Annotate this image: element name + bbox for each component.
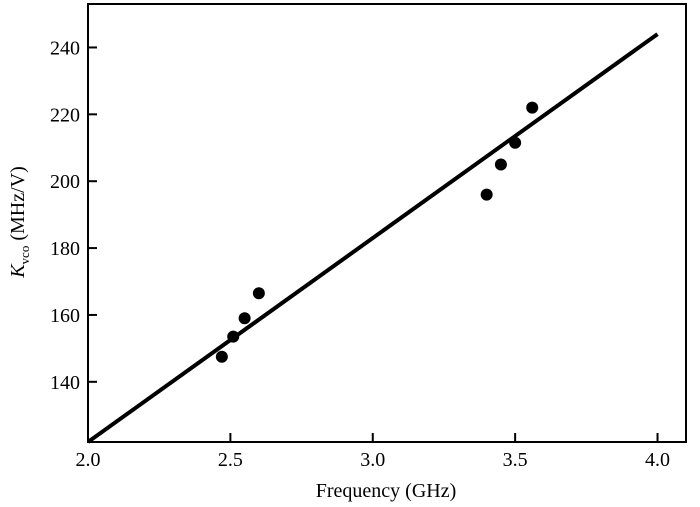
y-tick-label: 140 (50, 372, 80, 394)
x-tick-label: 2.5 (218, 449, 243, 471)
y-tick-label: 160 (50, 305, 80, 327)
fit-line-layer (86, 32, 659, 444)
data-point (215, 350, 228, 363)
ticks-layer: 2.0 2.5 3.0 3.5 4.0 140 160 180 200 220 240 (50, 37, 670, 471)
y-tick-label: 200 (50, 171, 80, 193)
data-point (252, 287, 265, 300)
y-tick-label: 240 (50, 37, 80, 59)
data-point (526, 101, 539, 114)
data-point (227, 330, 240, 343)
data-point (238, 312, 251, 325)
x-tick-label: 4.0 (645, 449, 670, 471)
data-point (480, 188, 493, 201)
data-point (509, 136, 522, 149)
x-tick-label: 3.5 (503, 449, 528, 471)
x-tick-label: 3.0 (360, 449, 385, 471)
data-point (494, 158, 507, 171)
x-tick-label: 2.0 (76, 449, 101, 471)
fit-line (86, 32, 659, 444)
x-axis-title: Frequency (GHz) (316, 480, 457, 502)
y-axis-symbol: K (7, 263, 29, 279)
y-axis-subscript: vco (17, 246, 32, 265)
y-axis-unit: (MHz/V) (7, 166, 29, 245)
data-points-layer (215, 101, 539, 363)
y-axis-title: Kvco (MHz/V) (7, 166, 32, 279)
plot-frame (87, 3, 687, 443)
y-tick-label: 220 (50, 104, 80, 126)
y-tick-label: 180 (50, 238, 80, 260)
